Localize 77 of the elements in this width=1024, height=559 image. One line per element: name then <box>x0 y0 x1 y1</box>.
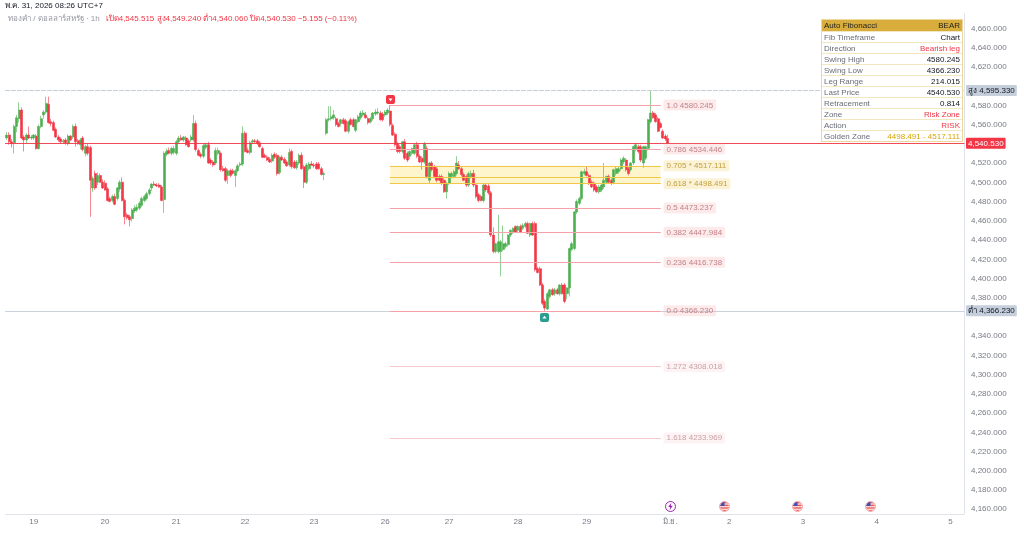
chart-subtitle: เปิด4,545.515 สูง4,549.240 ต่ำ4,540.060 ปิด4,540.530 −5.155 (−0.11%) <box>105 14 357 23</box>
ref-line-label: 1.0 4580.245 <box>666 100 714 110</box>
y-tick-label: 4,620.000 <box>971 62 1008 72</box>
annotation: 4366.230 <box>926 65 960 75</box>
annotation: Retracement <box>824 98 870 108</box>
x-tick-label: 23 <box>309 517 319 527</box>
x-tick-label: 21 <box>171 517 182 527</box>
ref-line-label: 1.272 4308.018 <box>666 362 723 372</box>
annotation: 0.814 <box>939 98 960 108</box>
candlestick <box>91 176 94 193</box>
annotation: Zone <box>824 109 843 119</box>
y-tick-label: 4,260.000 <box>971 408 1008 418</box>
y-tick-label: 4,560.000 <box>971 120 1008 130</box>
ref-line-label: 0.236 4416.738 <box>666 257 723 267</box>
y-tick-label: 4,340.000 <box>971 331 1008 341</box>
annotation: Action <box>824 120 847 130</box>
ref-line-label: 0.705 * 4517.111 <box>666 161 727 171</box>
y-tick-label: 4,320.000 <box>971 350 1008 360</box>
ref-line-label: 0.382 4447.984 <box>666 227 723 237</box>
x-tick-label: 26 <box>380 517 391 527</box>
y-tick-label: 4,400.000 <box>971 273 1008 283</box>
annotation: Chart <box>940 32 960 42</box>
ref-line-label: ต่ำ 4,366.230 <box>968 304 1016 316</box>
annotation: Last Price <box>824 87 860 97</box>
candlestick <box>5 131 8 141</box>
x-tick-label: 4 <box>874 517 880 527</box>
ref-line-label: 1.618 4233.969 <box>666 433 723 443</box>
y-tick-label: 4,420.000 <box>971 254 1008 264</box>
annotation: Swing Low <box>824 65 863 75</box>
y-tick-label: 4,180.000 <box>971 485 1008 495</box>
text: พ.ค. 31, 2026 08:26 UTC+7 <box>5 1 103 10</box>
ref-line-label: สูง 4,595.330 <box>968 86 1016 97</box>
x-tick-label: 3 <box>800 517 806 527</box>
annotation: Risk Zone <box>923 109 960 119</box>
annotation: Bearish leg <box>919 43 960 53</box>
y-tick-label: 4,480.000 <box>971 196 1008 206</box>
annotation: 4498.491 - 4517.111 <box>887 131 960 141</box>
y-tick-label: 4,280.000 <box>971 389 1008 399</box>
annotation: Golden Zone <box>824 131 871 141</box>
y-tick-label: 4,440.000 <box>971 235 1008 245</box>
ref-line-label: 0.786 4534.446 <box>666 144 723 154</box>
x-tick-label: 29 <box>582 517 592 527</box>
y-tick-label: 4,640.000 <box>971 43 1008 53</box>
ref-line-label: 0.0 4366.230 <box>666 306 714 316</box>
x-tick-label: 27 <box>444 517 455 527</box>
y-tick-label: 4,240.000 <box>971 427 1008 437</box>
y-tick-label: 4,220.000 <box>971 446 1008 456</box>
y-tick-label: 4,660.000 <box>971 23 1008 33</box>
annotation: 214.015 <box>931 76 960 86</box>
annotation: BEAR <box>938 21 960 30</box>
annotation: Fib Timeframe <box>824 32 876 42</box>
ref-line-label: 4,540.530 <box>968 138 1005 148</box>
annotation: 4580.245 <box>926 54 960 64</box>
ref-line-label: 0.618 * 4498.491 <box>666 179 728 189</box>
text: Auto Fibonacci <box>824 21 877 30</box>
x-tick-label: 20 <box>100 517 111 527</box>
y-tick-label: 4,520.000 <box>971 158 1008 168</box>
x-tick-label: 5 <box>948 517 954 527</box>
x-tick-label: 2 <box>727 517 733 527</box>
annotation: Leg Range <box>824 76 864 86</box>
y-tick-label: 4,380.000 <box>971 293 1008 303</box>
chart-title: ทองคำ / ดอลลาร์สหรัฐ · 1h <box>8 14 100 23</box>
y-tick-label: 4,460.000 <box>971 216 1008 226</box>
annotation: 4540.530 <box>926 87 960 97</box>
annotation: Direction <box>824 43 856 53</box>
y-tick-label: 4,300.000 <box>971 369 1008 379</box>
x-tick-label: 28 <box>513 517 523 527</box>
annotation: Swing High <box>824 54 865 64</box>
x-tick-label: มิ.ย. <box>663 517 678 527</box>
y-tick-label: 4,200.000 <box>971 466 1008 476</box>
annotation: RISK <box>941 120 960 130</box>
y-tick-label: 4,580.000 <box>971 100 1008 110</box>
ref-line-label: 0.5 4473.237 <box>666 203 714 213</box>
x-tick-label: 22 <box>240 517 251 527</box>
y-tick-label: 4,160.000 <box>971 504 1008 514</box>
y-tick-label: 4,500.000 <box>971 177 1008 187</box>
x-tick-label: 19 <box>29 517 39 527</box>
